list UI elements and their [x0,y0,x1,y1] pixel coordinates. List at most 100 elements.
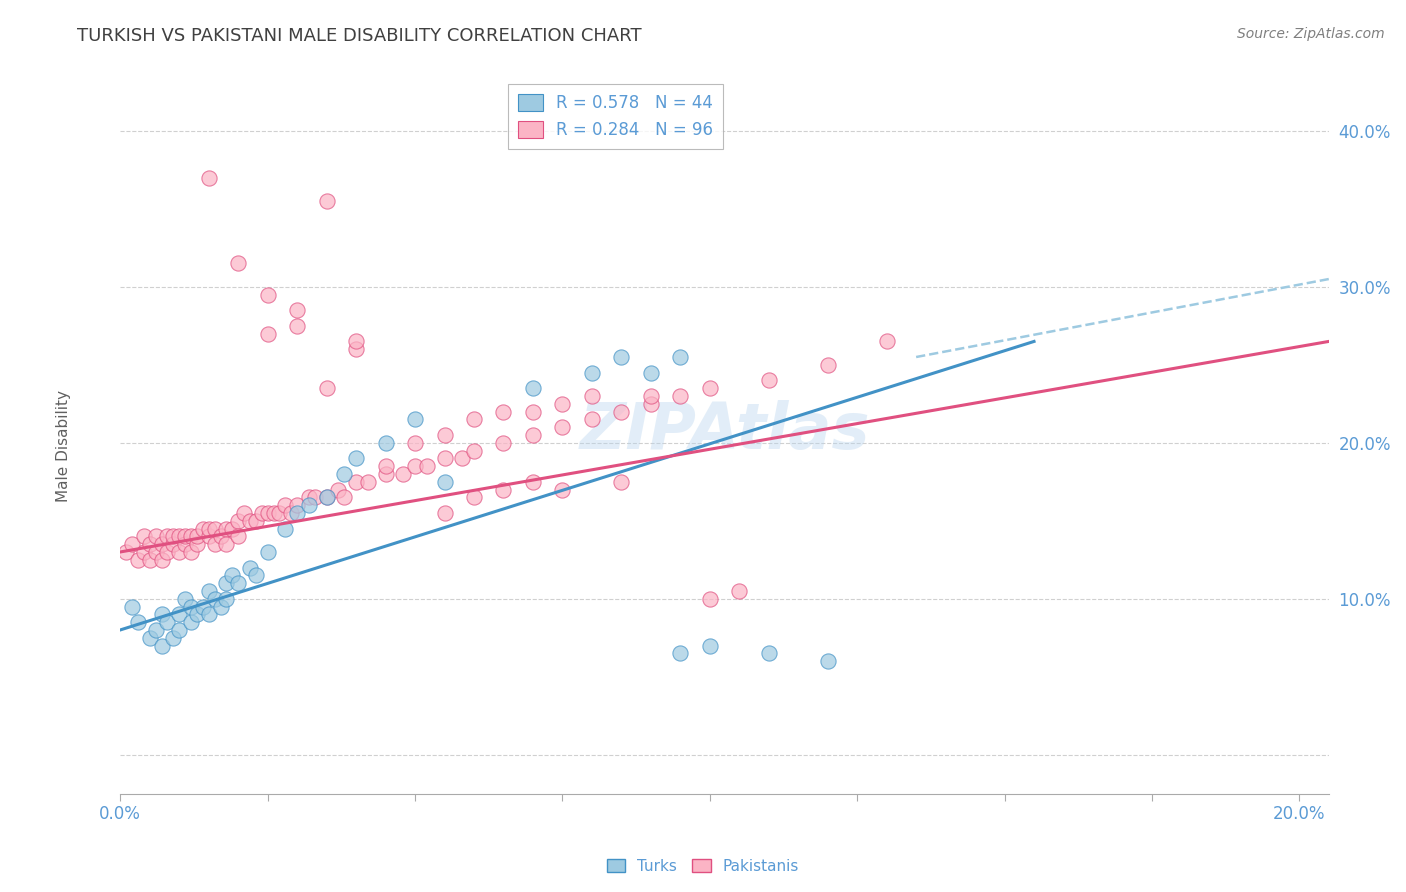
Point [256,545,278,559]
Point [215,522,238,536]
Point [492,404,515,418]
Point [669,389,692,403]
Point [285,506,308,520]
Point [551,483,574,497]
Point [180,615,202,629]
Point [298,498,321,512]
Point [433,475,456,489]
Point [186,529,208,543]
Point [274,522,297,536]
Point [463,443,485,458]
Point [115,545,138,559]
Point [250,506,273,520]
Point [245,568,267,582]
Point [416,459,439,474]
Point [315,491,337,505]
Point [374,459,396,474]
Point [156,529,179,543]
Text: TURKISH VS PAKISTANI MALE DISABILITY CORRELATION CHART: TURKISH VS PAKISTANI MALE DISABILITY COR… [77,27,643,45]
Point [374,467,396,481]
Point [239,560,262,574]
Point [245,514,267,528]
Point [197,529,219,543]
Point [150,537,173,551]
Point [315,491,337,505]
Point [145,545,167,559]
Point [127,615,149,629]
Point [215,591,238,606]
Point [404,459,426,474]
Point [121,599,143,614]
Point [285,498,308,512]
Point [463,491,485,505]
Point [298,491,321,505]
Point [167,529,190,543]
Point [174,529,197,543]
Text: ZIPAtlas: ZIPAtlas [579,401,870,462]
Point [328,483,350,497]
Text: Source: ZipAtlas.com: Source: ZipAtlas.com [1237,27,1385,41]
Point [640,366,662,380]
Point [197,607,219,622]
Point [463,412,485,426]
Point [191,522,214,536]
Point [433,451,456,466]
Point [145,529,167,543]
Point [226,514,249,528]
Point [357,475,380,489]
Point [344,475,367,489]
Point [239,514,262,528]
Legend: Turks, Pakistanis: Turks, Pakistanis [600,853,806,880]
Legend: R = 0.578   N = 44, R = 0.284   N = 96: R = 0.578 N = 44, R = 0.284 N = 96 [508,84,724,149]
Point [315,381,337,395]
Point [197,522,219,536]
Point [640,397,662,411]
Point [221,568,243,582]
Point [204,522,226,536]
Point [280,506,302,520]
Point [728,583,751,598]
Point [610,404,633,418]
Point [139,537,162,551]
Point [817,358,839,372]
Point [274,498,297,512]
Point [263,506,285,520]
Point [758,373,780,387]
Point [180,599,202,614]
Point [433,428,456,442]
Point [221,522,243,536]
Point [139,631,162,645]
Point [256,326,278,341]
Point [256,506,278,520]
Point [344,451,367,466]
Point [156,545,179,559]
Point [167,607,190,622]
Point [333,491,356,505]
Point [209,529,232,543]
Point [522,428,544,442]
Point [876,334,898,349]
Point [551,420,574,434]
Point [226,256,249,270]
Point [132,545,155,559]
Point [581,366,603,380]
Point [215,576,238,591]
Point [522,381,544,395]
Point [404,412,426,426]
Point [269,506,291,520]
Point [699,381,721,395]
Text: Male Disability: Male Disability [56,390,70,502]
Point [121,537,143,551]
Point [162,631,184,645]
Point [433,506,456,520]
Point [492,483,515,497]
Point [451,451,474,466]
Point [285,318,308,333]
Point [197,170,219,185]
Point [167,545,190,559]
Point [344,343,367,357]
Point [209,599,232,614]
Point [162,537,184,551]
Point [204,537,226,551]
Point [610,475,633,489]
